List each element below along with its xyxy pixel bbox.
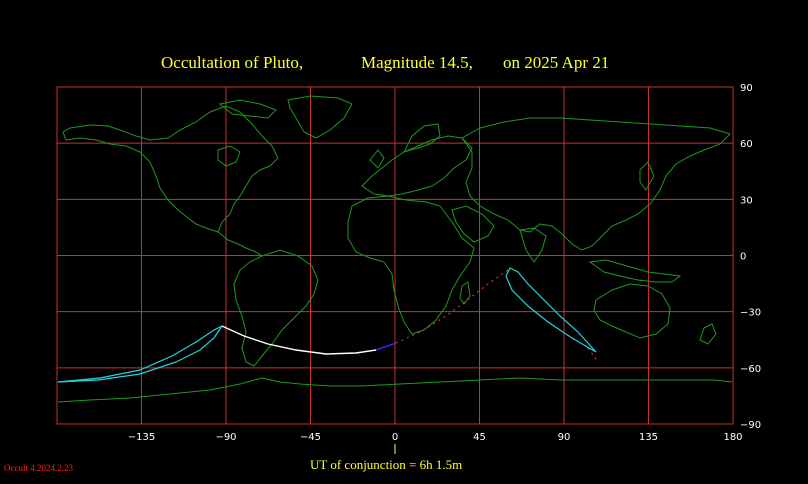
- map-border: [56, 86, 734, 425]
- coastline-europe: [361, 135, 473, 197]
- latitude-tick-label: 60: [740, 139, 753, 150]
- coastline-arctic-islands: [218, 99, 277, 119]
- coastline-new-zealand: [699, 323, 717, 345]
- coastline-hudson-bay: [217, 145, 241, 167]
- coastline-arabia: [451, 205, 495, 243]
- coastline-asia: [461, 117, 731, 251]
- latitude-tick-label: 0: [740, 252, 746, 263]
- centre-line-daylight: [375, 342, 397, 351]
- longitude-tick-label: 135: [639, 432, 658, 443]
- longitude-tick-label: 45: [473, 432, 486, 443]
- coastline-africa: [347, 195, 475, 335]
- conjunction-time-label: UT of conjunction = 6h 1.5m: [310, 457, 462, 472]
- coastline-indonesia: [588, 259, 682, 283]
- latitude-tick-label: −60: [740, 364, 761, 375]
- title-magnitude: Magnitude 14.5,: [361, 53, 473, 72]
- coastline-australia: [593, 283, 671, 339]
- latitude-tick-labels: 90 60 30 0 −30 −60 −90: [740, 83, 761, 431]
- coastlines: [57, 95, 733, 403]
- software-version-label: Occult 4.2024.2.23: [4, 463, 73, 473]
- longitude-tick-label: −45: [300, 432, 321, 443]
- coastline-greenland: [287, 95, 353, 139]
- southern-limit-line-west: [57, 325, 223, 383]
- limit-loop-east: [505, 267, 597, 353]
- latitude-tick-label: −90: [740, 420, 761, 431]
- graticule-grid: [57, 87, 733, 424]
- longitude-tick-label: 180: [723, 432, 742, 443]
- latitude-tick-label: 90: [740, 83, 753, 94]
- map-area: [56, 86, 734, 425]
- longitude-tick-label: 90: [558, 432, 571, 443]
- coastline-north-america: [62, 105, 279, 233]
- coastline-madagascar: [459, 281, 471, 305]
- title-object: Occultation of Pluto,: [161, 53, 303, 72]
- latitude-tick-label: −30: [740, 308, 761, 319]
- coastline-south-america: [233, 249, 319, 367]
- centre-line-night-dotted: [395, 269, 599, 363]
- northern-limit-line-west: [57, 325, 223, 383]
- coastline-scandinavia: [403, 123, 441, 153]
- longitude-tick-label: −90: [215, 432, 236, 443]
- centre-line: [221, 325, 377, 355]
- occultation-path: [57, 267, 599, 383]
- coastline-india: [519, 227, 547, 263]
- coastline-japan: [639, 161, 655, 191]
- coastline-britain: [369, 149, 385, 169]
- longitude-tick-labels: −135 −90 −45 0 45 90 135 180: [128, 432, 743, 443]
- longitude-tick-label: −135: [128, 432, 155, 443]
- title-date: on 2025 Apr 21: [503, 53, 609, 72]
- coastline-central-america: [217, 231, 263, 257]
- coastline-antarctica: [57, 377, 733, 403]
- latitude-tick-label: 30: [740, 195, 753, 206]
- longitude-tick-label: 0: [392, 432, 398, 443]
